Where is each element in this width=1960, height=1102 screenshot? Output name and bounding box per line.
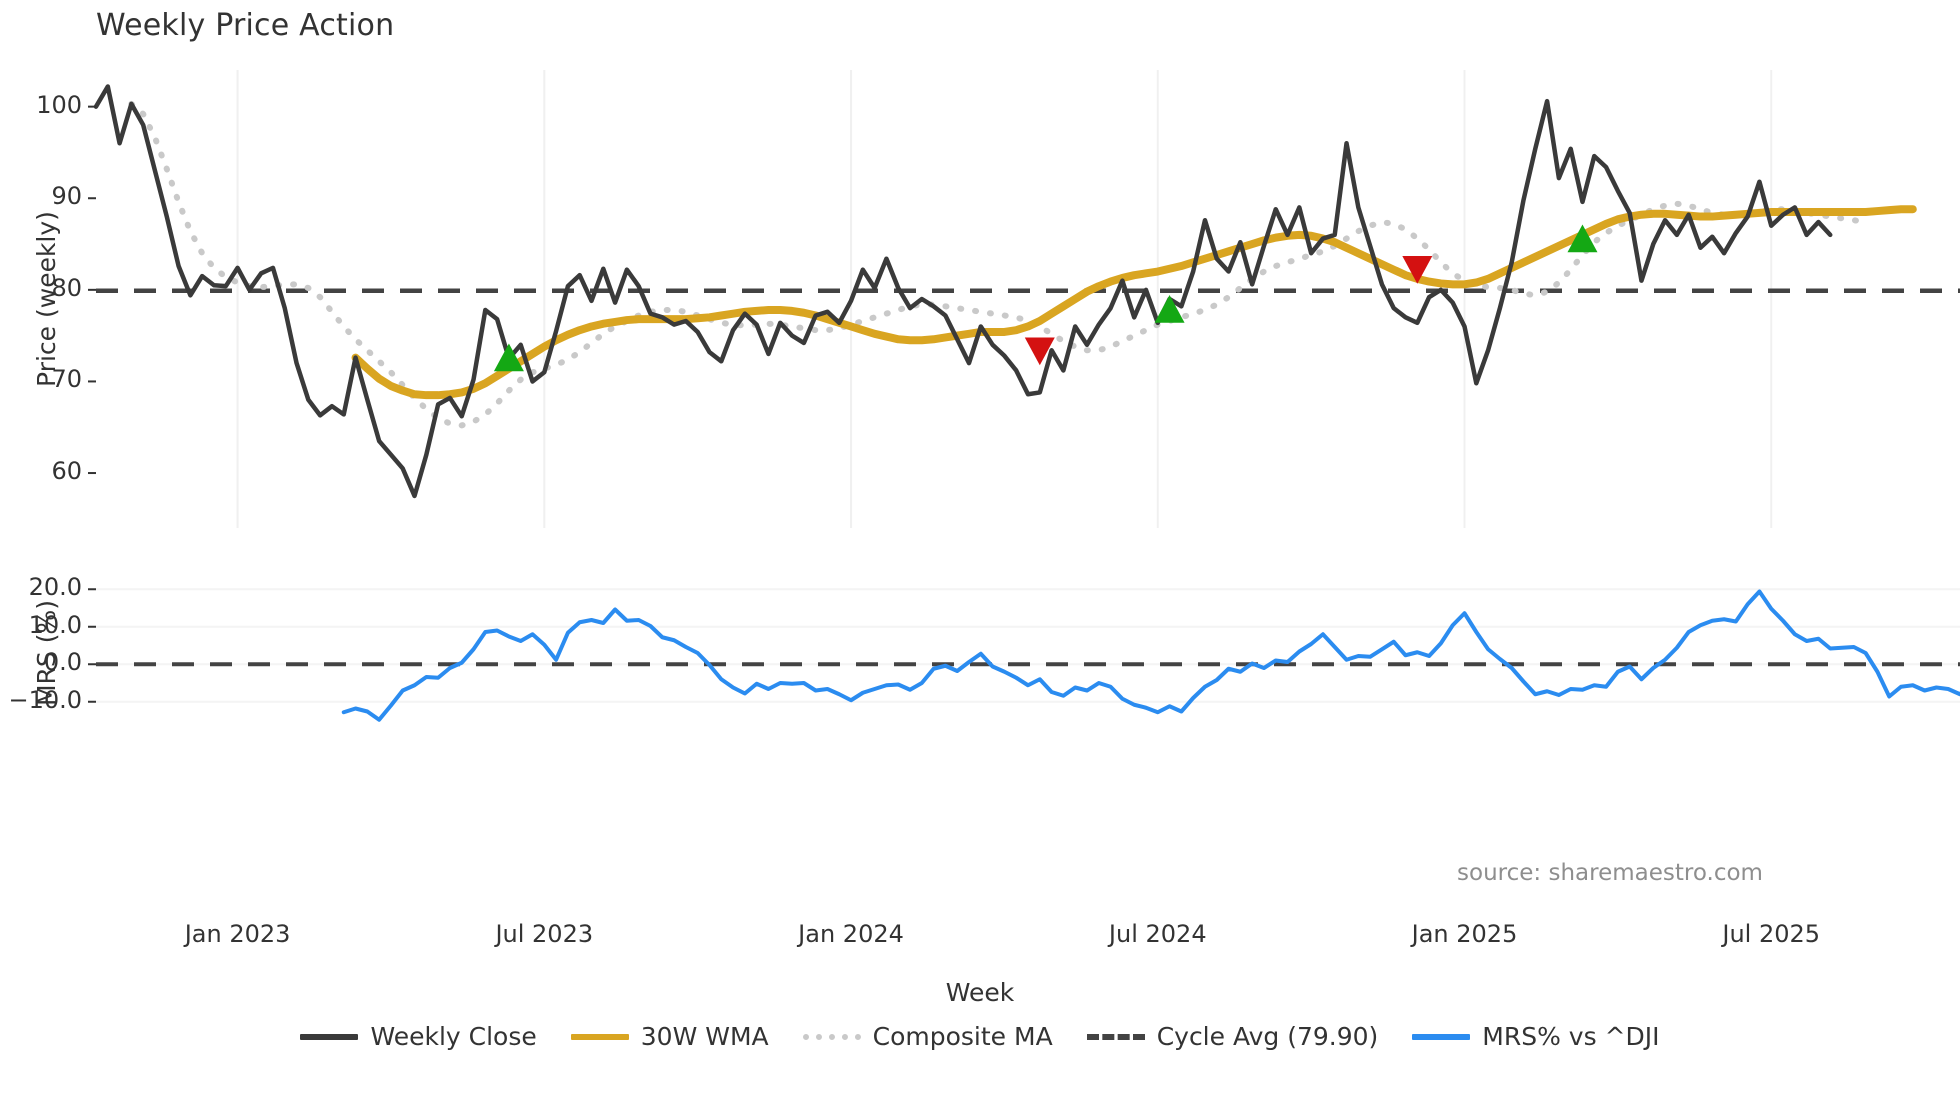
y-tick-price-2: 80 (51, 273, 82, 302)
legend-item-30w-wma[interactable]: 30W WMA (570, 1022, 769, 1051)
y-tick-price-4: 100 (36, 90, 82, 119)
legend-swatch-icon (570, 1033, 629, 1040)
buy-marker-2[interactable] (1154, 294, 1185, 323)
buy-marker-0[interactable] (493, 343, 524, 372)
legend-item-composite-ma[interactable]: Composite MA (802, 1022, 1053, 1051)
legend-swatch-icon (300, 1033, 359, 1040)
x-tick-5: Jul 2025 (1722, 920, 1821, 948)
legend-label: 30W WMA (640, 1022, 769, 1051)
y-tick-price-3: 90 (51, 182, 82, 211)
legend-swatch-icon (1412, 1033, 1471, 1040)
y-tick-mrs-2: 10.0 (28, 610, 82, 639)
buy-marker-4[interactable] (1567, 224, 1598, 253)
series-line-weekly-close (93, 84, 1833, 499)
x-tick-3: Jul 2024 (1108, 920, 1207, 948)
x-axis-label: Week (945, 978, 1015, 1007)
legend-label: Cycle Avg (79.90) (1156, 1022, 1379, 1051)
series-line-30w-wma (351, 205, 1917, 400)
legend-item-mrs-vs-dji[interactable]: MRS% vs ^DJI (1412, 1022, 1660, 1051)
legend-label: Composite MA (872, 1022, 1053, 1051)
x-tick-0: Jan 2023 (184, 920, 291, 948)
legend-swatch-icon (1086, 1033, 1145, 1040)
legend-swatch-icon (802, 1033, 861, 1040)
x-tick-4: Jan 2025 (1411, 920, 1518, 948)
sell-marker-1[interactable] (1024, 337, 1055, 366)
y-tick-price-0: 60 (51, 457, 82, 486)
y-tick-mrs-3: 20.0 (28, 573, 82, 602)
y-tick-price-1: 70 (51, 365, 82, 394)
y-tick-mrs-1: 0.0 (43, 648, 82, 677)
sell-marker-3[interactable] (1402, 256, 1433, 284)
series-line-composite-ma (128, 100, 1869, 429)
series-line-mrs-vs-dji (341, 589, 1960, 722)
x-tick-2: Jan 2024 (798, 920, 904, 948)
y-tick-mrs-0: −10.0 (8, 685, 82, 714)
x-tick-1: Jul 2023 (495, 920, 594, 948)
page-title: Weekly Price Action (96, 8, 395, 43)
chart-legend: Weekly Close 30W WMA Composite MA Cycle Avg… (0, 1022, 1960, 1051)
source-attribution: source: sharemaestro.com (1457, 860, 1763, 886)
legend-item-cycle-avg-79-90[interactable]: Cycle Avg (79.90) (1086, 1022, 1379, 1051)
legend-label: MRS% vs ^DJI (1482, 1022, 1660, 1051)
legend-label: Weekly Close (370, 1022, 537, 1051)
legend-item-weekly-close[interactable]: Weekly Close (300, 1022, 537, 1051)
